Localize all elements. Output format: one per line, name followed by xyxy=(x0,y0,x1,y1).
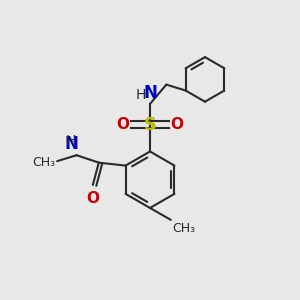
Text: O: O xyxy=(170,117,183,132)
Text: H: H xyxy=(135,88,146,102)
Text: N: N xyxy=(64,135,78,153)
Text: N: N xyxy=(143,84,157,102)
Text: O: O xyxy=(117,117,130,132)
Text: S: S xyxy=(143,116,157,134)
Text: H: H xyxy=(65,134,76,148)
Text: O: O xyxy=(86,191,99,206)
Text: CH₃: CH₃ xyxy=(33,156,56,169)
Text: CH₃: CH₃ xyxy=(172,222,195,235)
